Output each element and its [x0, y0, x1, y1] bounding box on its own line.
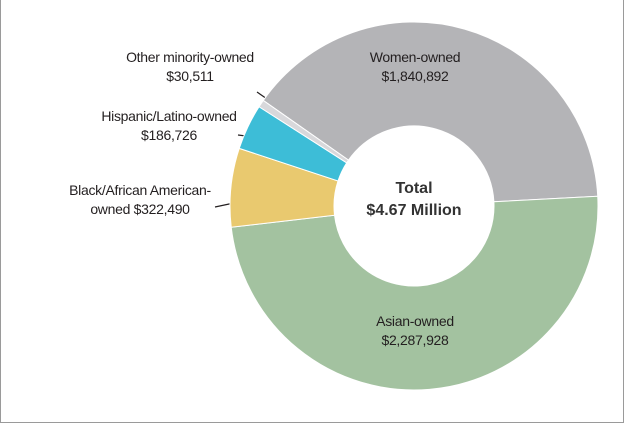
slice-label: Other minority-owned $30,511 — [90, 48, 290, 86]
center-value: $4.67 Million — [366, 202, 462, 219]
slice-label: Black/African American-owned $322,490 — [56, 181, 224, 219]
category-label: Other minority-owned — [126, 49, 254, 65]
value-label: $322,490 — [133, 201, 190, 217]
value-label: $186,726 — [141, 127, 197, 143]
category-label: Black/African American-owned — [69, 182, 211, 217]
slice-label: Women-owned $1,840,892 — [315, 48, 515, 86]
category-label: Women-owned — [369, 49, 461, 65]
donut-hole — [334, 126, 494, 286]
category-label: Asian-owned — [376, 313, 454, 329]
value-label: $2,287,928 — [381, 332, 449, 348]
center-label: Total $4.67 Million — [366, 178, 461, 222]
center-title: Total — [395, 180, 433, 197]
category-label: Hispanic/Latino-owned — [101, 108, 237, 124]
slice-label: Hispanic/Latino-owned $186,726 — [69, 107, 269, 145]
slice-label: Asian-owned $2,287,928 — [315, 312, 515, 350]
value-label: $1,840,892 — [381, 68, 449, 84]
value-label: $30,511 — [166, 68, 214, 84]
